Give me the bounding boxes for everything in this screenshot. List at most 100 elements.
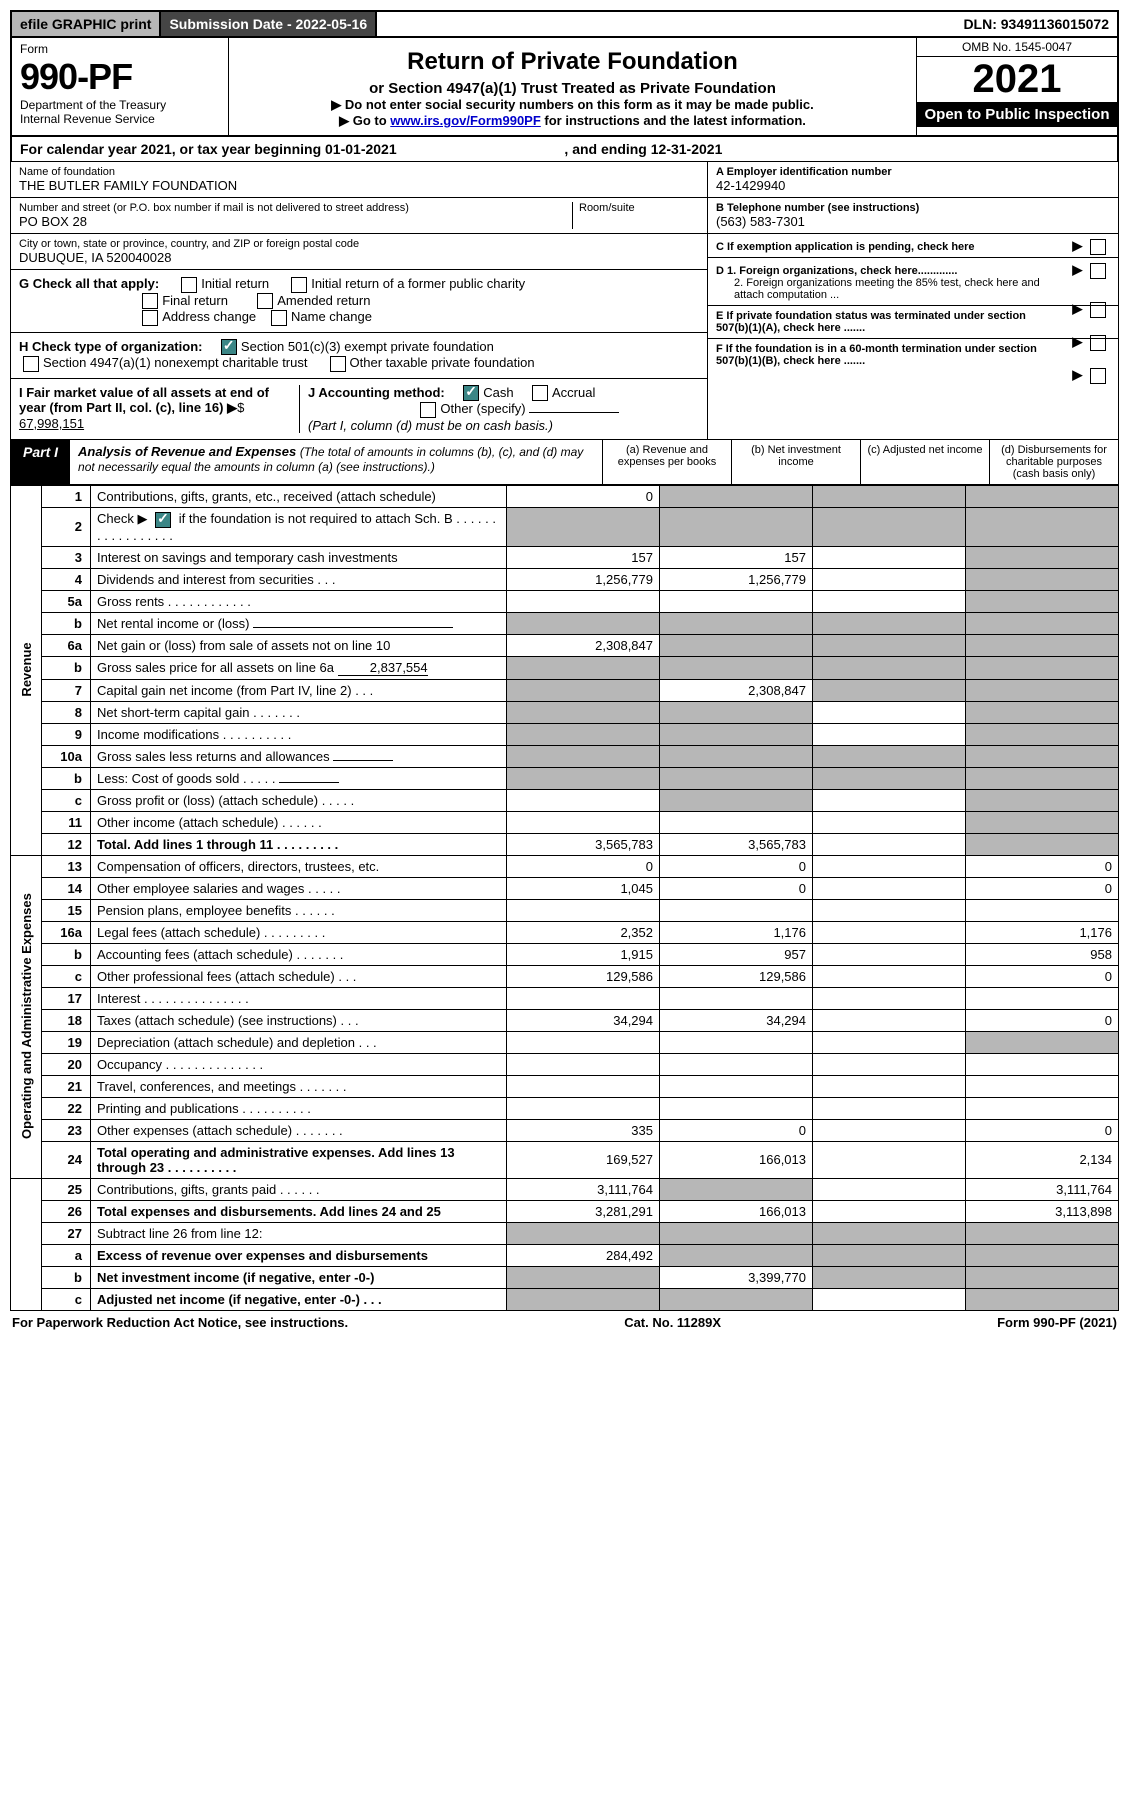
form-word: Form bbox=[20, 42, 220, 56]
row-14-num: 14 bbox=[42, 877, 91, 899]
street-address: PO BOX 28 bbox=[19, 214, 572, 229]
cb-4947[interactable] bbox=[23, 356, 39, 372]
row-21-label: Travel, conferences, and meetings . . . … bbox=[91, 1075, 507, 1097]
irs-link[interactable]: www.irs.gov/Form990PF bbox=[390, 113, 541, 128]
g-amended: Amended return bbox=[277, 293, 370, 308]
row-7-b: 2,308,847 bbox=[660, 679, 813, 701]
row-25-a: 3,111,764 bbox=[507, 1178, 660, 1200]
row-23-num: 23 bbox=[42, 1119, 91, 1141]
row-25-num: 25 bbox=[42, 1178, 91, 1200]
cb-final-return[interactable] bbox=[142, 293, 158, 309]
row-23-label: Other expenses (attach schedule) . . . .… bbox=[91, 1119, 507, 1141]
row-18-a: 34,294 bbox=[507, 1009, 660, 1031]
row-6b-num: b bbox=[42, 656, 91, 679]
row-16b-b: 957 bbox=[660, 943, 813, 965]
cb-foreign-org[interactable] bbox=[1090, 263, 1106, 279]
row-6a-a: 2,308,847 bbox=[507, 634, 660, 656]
c-label: C If exemption application is pending, c… bbox=[716, 241, 975, 253]
row-22-num: 22 bbox=[42, 1097, 91, 1119]
efile-badge: efile GRAPHIC print bbox=[12, 12, 161, 36]
row-7-num: 7 bbox=[42, 679, 91, 701]
city-label: City or town, state or province, country… bbox=[19, 238, 699, 250]
row-27a-num: a bbox=[42, 1244, 91, 1266]
section-h: H Check type of organization: Section 50… bbox=[11, 333, 707, 379]
dept-treasury: Department of the Treasury bbox=[20, 98, 220, 112]
j-accrual: Accrual bbox=[552, 385, 595, 400]
dln: DLN: 93491136015072 bbox=[955, 12, 1117, 36]
cb-cash[interactable] bbox=[463, 385, 479, 401]
row-16b-a: 1,915 bbox=[507, 943, 660, 965]
row-27b-b: 3,399,770 bbox=[660, 1266, 813, 1288]
row-13-num: 13 bbox=[42, 855, 91, 877]
cb-85pct[interactable] bbox=[1090, 302, 1106, 318]
row-16c-a: 129,586 bbox=[507, 965, 660, 987]
j-label: J Accounting method: bbox=[308, 385, 445, 400]
row-11-label: Other income (attach schedule) . . . . .… bbox=[91, 811, 507, 833]
row-8-num: 8 bbox=[42, 701, 91, 723]
col-d-head: (d) Disbursements for charitable purpose… bbox=[989, 440, 1118, 484]
row-25-d: 3,111,764 bbox=[966, 1178, 1119, 1200]
row-5a-num: 5a bbox=[42, 590, 91, 612]
j-other: Other (specify) bbox=[440, 401, 525, 416]
cb-accrual[interactable] bbox=[532, 385, 548, 401]
row-27b-label: Net investment income (if negative, ente… bbox=[91, 1266, 507, 1288]
row-4-num: 4 bbox=[42, 568, 91, 590]
h-other: Other taxable private foundation bbox=[350, 355, 535, 370]
row-24-b: 166,013 bbox=[660, 1141, 813, 1178]
row-12-label: Total. Add lines 1 through 11 . . . . . … bbox=[91, 833, 507, 855]
irs: Internal Revenue Service bbox=[20, 112, 220, 126]
row-27-label: Subtract line 26 from line 12: bbox=[91, 1222, 507, 1244]
cb-501c3[interactable] bbox=[221, 339, 237, 355]
row-15-label: Pension plans, employee benefits . . . .… bbox=[91, 899, 507, 921]
row-27-num: 27 bbox=[42, 1222, 91, 1244]
j-cash: Cash bbox=[483, 385, 513, 400]
row-13-a: 0 bbox=[507, 855, 660, 877]
opex-sidebar: Operating and Administrative Expenses bbox=[11, 855, 42, 1178]
row-4-b: 1,256,779 bbox=[660, 568, 813, 590]
cb-exemption-pending[interactable] bbox=[1090, 239, 1106, 255]
row-14-label: Other employee salaries and wages . . . … bbox=[91, 877, 507, 899]
cb-name-change[interactable] bbox=[271, 310, 287, 326]
city-state-zip: DUBUQUE, IA 520040028 bbox=[19, 250, 699, 265]
section-i-j: I Fair market value of all assets at end… bbox=[11, 379, 707, 439]
row-6a-label: Net gain or (loss) from sale of assets n… bbox=[91, 634, 507, 656]
row-23-a: 335 bbox=[507, 1119, 660, 1141]
cb-address-change[interactable] bbox=[142, 310, 158, 326]
row-16c-b: 129,586 bbox=[660, 965, 813, 987]
top-bar: efile GRAPHIC print Submission Date - 20… bbox=[10, 10, 1119, 38]
g-initial-former: Initial return of a former public charit… bbox=[311, 276, 525, 291]
row-16a-num: 16a bbox=[42, 921, 91, 943]
row-10a-label: Gross sales less returns and allowances bbox=[91, 745, 507, 767]
cb-other-method[interactable] bbox=[420, 402, 436, 418]
col-a-head: (a) Revenue and expenses per books bbox=[602, 440, 731, 484]
row-13-d: 0 bbox=[966, 855, 1119, 877]
instruction-1: ▶ Do not enter social security numbers o… bbox=[235, 97, 910, 113]
instruction-2: ▶ Go to www.irs.gov/Form990PF for instru… bbox=[235, 113, 910, 129]
d1-label: D 1. Foreign organizations, check here..… bbox=[716, 265, 957, 277]
open-public: Open to Public Inspection bbox=[917, 102, 1117, 127]
row-24-a: 169,527 bbox=[507, 1141, 660, 1178]
cb-sch-b[interactable] bbox=[155, 512, 171, 528]
cb-status-terminated[interactable] bbox=[1090, 335, 1106, 351]
h-4947: Section 4947(a)(1) nonexempt charitable … bbox=[43, 355, 307, 370]
row-18-label: Taxes (attach schedule) (see instruction… bbox=[91, 1009, 507, 1031]
row-24-num: 24 bbox=[42, 1141, 91, 1178]
tax-year: 2021 bbox=[917, 57, 1117, 102]
instr2-post: for instructions and the latest informat… bbox=[541, 113, 806, 128]
cb-other-taxable[interactable] bbox=[330, 356, 346, 372]
cal-year-end: , and ending 12-31-2021 bbox=[564, 141, 722, 157]
cb-initial-return[interactable] bbox=[181, 277, 197, 293]
cb-amended[interactable] bbox=[257, 293, 273, 309]
g-label: G Check all that apply: bbox=[19, 276, 159, 291]
row-24-label: Total operating and administrative expen… bbox=[91, 1141, 507, 1178]
omb-number: OMB No. 1545-0047 bbox=[917, 38, 1117, 57]
j-note: (Part I, column (d) must be on cash basi… bbox=[308, 418, 553, 433]
cb-60month[interactable] bbox=[1090, 368, 1106, 384]
ein-label: A Employer identification number bbox=[716, 166, 1110, 178]
row-16a-label: Legal fees (attach schedule) . . . . . .… bbox=[91, 921, 507, 943]
row-1-a: 0 bbox=[507, 485, 660, 507]
cb-initial-former[interactable] bbox=[291, 277, 307, 293]
row-16c-d: 0 bbox=[966, 965, 1119, 987]
row-4-a: 1,256,779 bbox=[507, 568, 660, 590]
row-16a-b: 1,176 bbox=[660, 921, 813, 943]
